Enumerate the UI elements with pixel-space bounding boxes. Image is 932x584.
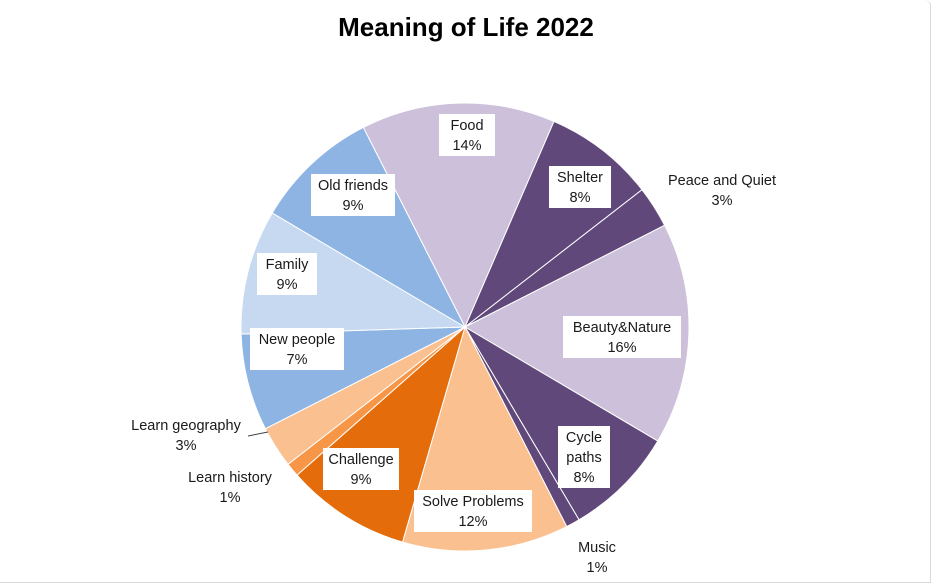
data-label-text: Cycle [566, 430, 602, 446]
data-label-text: Family [266, 257, 309, 273]
data-label-challenge: Challenge 9% [323, 448, 399, 490]
data-label-text: paths [566, 450, 601, 466]
data-label-text: 7% [287, 352, 308, 368]
data-label-food: Food 14% [439, 114, 495, 156]
chart-title: Meaning of Life 2022 [338, 12, 594, 42]
data-label-solve-problems: Solve Problems 12% [414, 490, 532, 532]
data-label-old-friends: Old friends 9% [311, 174, 395, 216]
data-label-text: Challenge [328, 452, 393, 468]
data-label-text: 1% [587, 560, 608, 576]
data-label-text: Shelter [557, 170, 603, 186]
data-label-text: 8% [574, 470, 595, 486]
data-label-text: 14% [452, 138, 481, 154]
data-label-text: Learn geography [131, 418, 241, 434]
data-label-cycle-paths: Cycle paths 8% [558, 426, 610, 488]
data-label-text: 1% [220, 490, 241, 506]
data-label-text: Beauty&Nature [573, 320, 671, 336]
data-label-learn-history: Learn history 1% [188, 470, 273, 506]
data-label-music: Music 1% [578, 540, 616, 576]
data-labels: Food 14% Shelter 8% Peace and Quiet 3% Beauty&… [131, 114, 776, 576]
pie-slice-food [362, 102, 555, 329]
data-label-text: 8% [570, 190, 591, 206]
leader-line-learn-geography [247, 431, 269, 437]
data-label-beauty-nature: Beauty&Nature 16% [563, 316, 681, 358]
data-label-family: Family 9% [257, 253, 317, 295]
data-label-text: Food [450, 118, 483, 134]
leader-lines [247, 431, 269, 437]
data-label-shelter: Shelter 8% [549, 166, 611, 208]
data-label-text: 9% [351, 472, 372, 488]
data-label-text: Learn history [188, 470, 273, 486]
data-label-text: New people [259, 332, 336, 348]
data-label-text: 3% [712, 193, 733, 209]
data-label-text: Solve Problems [422, 494, 524, 510]
data-label-text: 9% [277, 277, 298, 293]
data-label-text: 3% [176, 438, 197, 454]
data-label-text: 16% [607, 340, 636, 356]
data-label-text: 12% [458, 514, 487, 530]
data-label-new-people: New people 7% [250, 328, 344, 370]
data-label-text: 9% [343, 198, 364, 214]
data-label-peace-and-quiet: Peace and Quiet 3% [668, 173, 776, 209]
data-label-learn-geography: Learn geography 3% [131, 418, 241, 454]
data-label-text: Peace and Quiet [668, 173, 776, 189]
data-label-text: Music [578, 540, 616, 556]
data-label-text: Old friends [318, 178, 388, 194]
pie-slice-family [240, 212, 467, 335]
